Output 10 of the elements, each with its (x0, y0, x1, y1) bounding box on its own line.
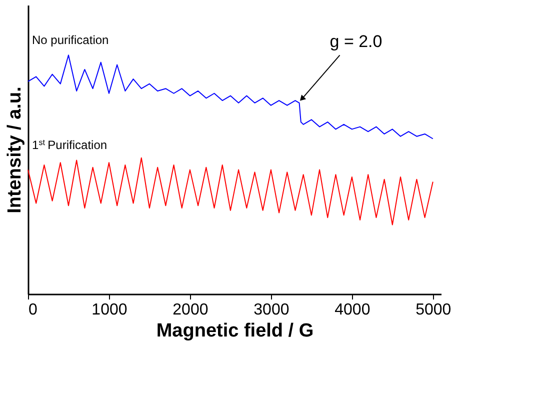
x-tick-label: 3000 (254, 302, 290, 318)
x-axis-title: Magnetic field / G (156, 320, 314, 342)
series-label: No purification (32, 33, 109, 48)
x-tick-label: 5000 (416, 302, 452, 318)
y-axis-title: Intensity / a.u. (4, 86, 26, 214)
annotation: g = 2.0 (330, 32, 382, 52)
x-tick-label: 4000 (334, 302, 370, 318)
x-tick-label: 0 (28, 302, 38, 318)
x-tick-label: 1000 (92, 302, 128, 318)
x-tick-label: 2000 (172, 302, 208, 318)
